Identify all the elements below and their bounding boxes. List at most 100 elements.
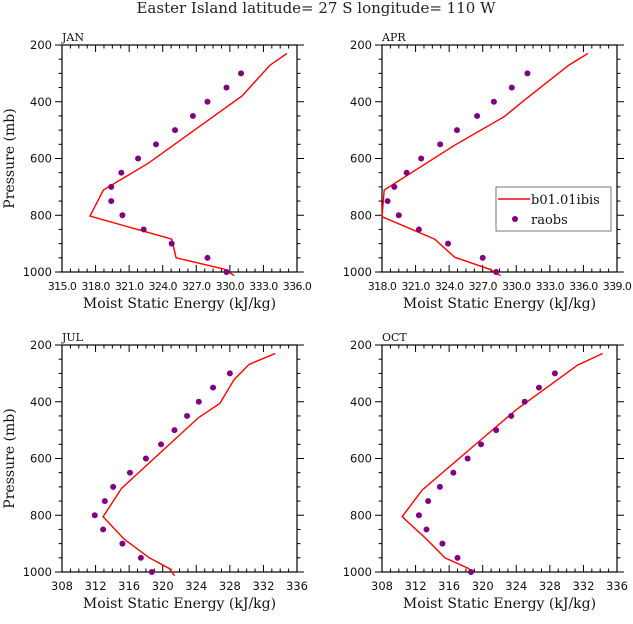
raobs-point — [204, 254, 211, 261]
raobs-point — [551, 370, 558, 377]
x-tick-label: 315.0 — [48, 280, 77, 293]
y-tick-label: 400 — [350, 95, 372, 109]
x-tick-label: 330.0 — [216, 280, 245, 293]
y-tick-label: 600 — [30, 152, 52, 166]
y-axis-label: Pressure (mb) — [2, 408, 18, 508]
x-tick-label: 336 — [286, 579, 308, 593]
x-tick-label: 321.0 — [115, 280, 144, 293]
x-tick-label: 333.0 — [249, 280, 278, 293]
x-tick-label: 332 — [252, 579, 274, 593]
raobs-point — [450, 469, 457, 476]
plot-frame — [381, 344, 618, 573]
raobs-point — [119, 212, 126, 219]
raobs-point — [415, 226, 422, 233]
y-tick-label: 1000 — [23, 565, 52, 579]
panel-title: JAN — [61, 31, 84, 44]
raobs-point — [508, 84, 515, 91]
x-tick-label: 336.0 — [283, 280, 312, 293]
raobs-point — [108, 183, 115, 190]
raobs-point — [425, 498, 432, 505]
series-line-b01.01ibis — [381, 52, 589, 277]
y-tick-label: 400 — [30, 395, 52, 409]
plot-frame — [381, 44, 618, 273]
raobs-point — [535, 384, 542, 391]
raobs-point — [171, 427, 178, 434]
raobs-point — [436, 483, 443, 490]
y-tick-label: 200 — [30, 38, 52, 52]
raobs-point — [490, 98, 497, 105]
raobs-point — [418, 155, 425, 162]
x-axis-label: Moist Static Energy (kJ/kg) — [403, 296, 596, 312]
y-tick-label: 800 — [30, 508, 52, 522]
raobs-point — [204, 98, 211, 105]
raobs-point — [453, 127, 460, 134]
raobs-point — [126, 469, 133, 476]
raobs-point — [137, 554, 144, 561]
x-tick-label: 321.0 — [401, 280, 430, 293]
x-axis-label: Moist Static Energy (kJ/kg) — [83, 296, 276, 312]
raobs-point — [135, 155, 142, 162]
x-tick-label: 327.0 — [182, 280, 211, 293]
y-tick-label: 1000 — [23, 265, 52, 279]
series-line-b01.01ibis — [401, 352, 603, 575]
x-tick-label: 332 — [572, 579, 594, 593]
raobs-point — [189, 112, 196, 119]
raobs-point — [223, 84, 230, 91]
x-tick-label: 328 — [219, 579, 241, 593]
y-tick-label: 200 — [350, 338, 372, 352]
raobs-point — [119, 540, 126, 547]
raobs-point — [521, 398, 528, 405]
raobs-point — [384, 198, 391, 205]
raobs-point — [91, 512, 98, 519]
raobs-point — [110, 483, 117, 490]
x-tick-label: 318.0 — [368, 280, 397, 293]
x-tick-label: 324 — [185, 579, 207, 593]
y-tick-label: 600 — [30, 452, 52, 466]
x-tick-label: 324.0 — [435, 280, 464, 293]
panel-apr: APR 318.0 321.0 324.0 327.0 330.0 333.0 336.0 33… — [343, 31, 633, 312]
raobs-point — [226, 370, 233, 377]
raobs-point — [454, 554, 461, 561]
raobs-point — [223, 269, 230, 275]
raobs-point — [493, 269, 500, 275]
x-tick-label: 336 — [606, 579, 628, 593]
y-tick-label: 800 — [350, 508, 372, 522]
plot-frame — [61, 44, 298, 273]
x-tick-label: 324 — [505, 579, 527, 593]
raobs-point — [142, 455, 149, 462]
x-tick-label: 336.0 — [569, 280, 598, 293]
raobs-point — [148, 569, 155, 575]
x-tick-label: 324.0 — [148, 280, 177, 293]
x-tick-label: 339.0 — [603, 280, 632, 293]
y-tick-label: 400 — [350, 395, 372, 409]
y-tick-label: 600 — [350, 452, 372, 466]
panel-oct: OCT 308 312 316 320 324 328 332 336 200 400 600 800 1… — [343, 331, 628, 612]
y-tick-label: 200 — [350, 38, 372, 52]
y-axis-label: Pressure (mb) — [2, 108, 18, 208]
x-tick-label: 328 — [539, 579, 561, 593]
panel-title: APR — [381, 31, 406, 44]
raobs-point — [395, 212, 402, 219]
raobs-point — [493, 427, 500, 434]
x-tick-label: 318.0 — [81, 280, 110, 293]
x-axis-label: Moist Static Energy (kJ/kg) — [83, 596, 276, 612]
raobs-point — [210, 384, 217, 391]
panel-title: OCT — [382, 331, 407, 344]
legend-marker-swatch — [512, 216, 518, 222]
plot-frame — [61, 344, 298, 573]
y-tick-label: 400 — [30, 95, 52, 109]
y-tick-label: 200 — [30, 338, 52, 352]
legend-label-model: b01.01ibis — [531, 193, 600, 208]
raobs-point — [168, 240, 175, 247]
panel-jul: JUL 308 312 316 320 324 328 332 336 200 400 600 800 1… — [2, 331, 308, 612]
panel-title: JUL — [61, 331, 84, 344]
y-tick-label: 800 — [30, 208, 52, 222]
panel-jan: JAN 315.0 318.0 321.0 324.0 327.0 330.0 333.0 33… — [2, 31, 312, 312]
series-line-b01.01ibis — [88, 52, 288, 277]
x-tick-label: 320 — [472, 579, 494, 593]
series-line-b01.01ibis — [102, 352, 276, 577]
raobs-point — [479, 254, 486, 261]
raobs-point — [108, 198, 115, 205]
x-axis-label: Moist Static Energy (kJ/kg) — [403, 596, 596, 612]
raobs-point — [195, 398, 202, 405]
